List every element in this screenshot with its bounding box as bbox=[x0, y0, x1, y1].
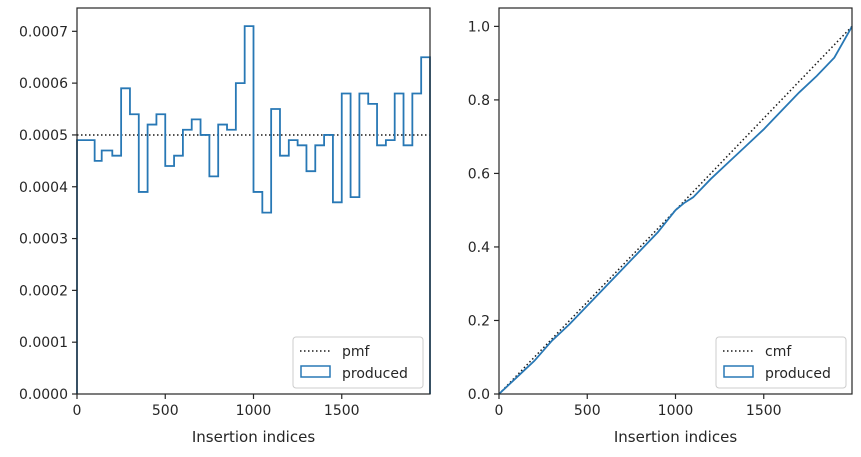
pmf-legend-produced-label: produced bbox=[342, 366, 408, 382]
pmf-y-tick-label: 0.0007 bbox=[19, 24, 68, 40]
cmf-y-tick-label: 0.4 bbox=[468, 240, 490, 256]
cmf-ticks: 0 500 1000 1500 0.0 0.2 0.4 0.6 0.8 1.0 bbox=[468, 19, 782, 419]
pmf-y-tick-label: 0.0002 bbox=[19, 283, 68, 299]
pmf-legend-produced-swatch bbox=[300, 365, 331, 378]
cmf-y-tick-label: 0.2 bbox=[468, 313, 490, 329]
pmf-x-axis-label: Insertion indices bbox=[192, 428, 315, 446]
cmf-y-tick-label: 0.0 bbox=[468, 387, 490, 403]
pmf-x-tick-label: 1000 bbox=[236, 403, 272, 419]
pmf-data-layer bbox=[76, 25, 431, 394]
pmf-x-tick-label: 1500 bbox=[324, 403, 360, 419]
cmf-plot-area bbox=[499, 8, 852, 394]
cmf-y-tick-label: 1.0 bbox=[468, 19, 490, 35]
pmf-y-tick-label: 0.0000 bbox=[19, 387, 68, 403]
pmf-panel: 0 500 1000 1500 0.0000 0.0001 0.0002 0.0003 0.00… bbox=[19, 7, 431, 446]
pmf-x-tick-label: 0 bbox=[73, 403, 82, 419]
pmf-legend-box bbox=[292, 336, 424, 389]
cmf-legend-produced-swatch bbox=[723, 365, 754, 378]
pmf-legend: pmf produced bbox=[292, 336, 424, 389]
pmf-legend-pmf-label: pmf bbox=[342, 344, 371, 360]
pmf-y-tick-label: 0.0006 bbox=[19, 76, 68, 92]
pmf-y-tick-label: 0.0003 bbox=[19, 232, 68, 248]
cmf-x-tick-label: 0 bbox=[495, 403, 504, 419]
cmf-legend-box bbox=[715, 336, 847, 389]
cmf-series-cmf bbox=[498, 25, 853, 395]
cmf-series-produced bbox=[498, 25, 853, 395]
cmf-y-tick-label: 0.8 bbox=[468, 93, 490, 109]
cmf-legend-cmf-label: cmf bbox=[765, 344, 792, 360]
cmf-x-tick-label: 1500 bbox=[746, 403, 782, 419]
cmf-data-layer bbox=[498, 25, 853, 395]
cmf-x-tick-label: 1000 bbox=[658, 403, 694, 419]
cmf-x-axis-label: Insertion indices bbox=[614, 428, 737, 446]
pmf-series-produced bbox=[76, 25, 431, 394]
cmf-legend-produced-label: produced bbox=[765, 366, 831, 382]
pmf-y-tick-label: 0.0001 bbox=[19, 335, 68, 351]
cmf-legend: cmf produced bbox=[715, 336, 847, 389]
pmf-x-tick-label: 500 bbox=[152, 403, 179, 419]
cmf-x-tick-label: 500 bbox=[574, 403, 601, 419]
pmf-ticks: 0 500 1000 1500 0.0000 0.0001 0.0002 0.0003 0.00… bbox=[19, 24, 360, 419]
cmf-y-tick-label: 0.6 bbox=[468, 166, 490, 182]
cmf-panel: 0 500 1000 1500 0.0 0.2 0.4 0.6 0.8 1.0 Insertion… bbox=[468, 7, 853, 446]
pmf-y-tick-label: 0.0005 bbox=[19, 128, 68, 144]
pmf-y-tick-label: 0.0004 bbox=[19, 180, 68, 196]
